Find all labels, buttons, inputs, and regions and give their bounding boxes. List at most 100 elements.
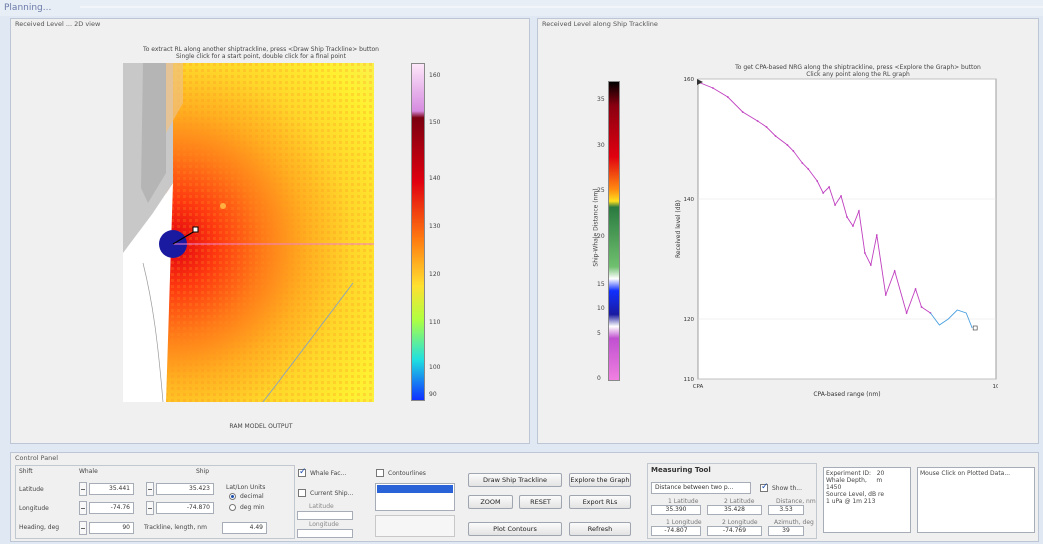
whale-lat-field[interactable]: 35.441 xyxy=(89,483,134,495)
left-instruction-2: Single click for a start point, double c… xyxy=(176,53,346,60)
series-point xyxy=(863,252,866,254)
longitude-small-label: Longitude xyxy=(309,521,339,528)
y-axis-label: Received level (dB) xyxy=(675,200,682,258)
model-output-label: RAM MODEL OUTPUT xyxy=(229,423,293,430)
zoom-button[interactable]: ZOOM xyxy=(468,495,513,509)
meas-lon2-field[interactable]: -74.769 xyxy=(707,526,762,536)
series-point xyxy=(875,234,878,236)
series-point xyxy=(834,204,836,206)
received-level-map[interactable] xyxy=(123,63,374,402)
left-instruction-1: To extract RL along another shiptracklin… xyxy=(143,46,379,53)
whale-fac-checkbox[interactable] xyxy=(298,467,307,477)
control-panel: Control Panel Shift Whale Ship Latitude … xyxy=(10,452,1039,542)
series-point xyxy=(884,294,887,296)
plot-contours-button[interactable]: Plot Contours xyxy=(468,522,562,536)
contour-list-item[interactable] xyxy=(377,485,453,493)
whale-lat-spinner[interactable] xyxy=(79,482,87,496)
degmin-label: deg min xyxy=(240,504,265,511)
y-tick-label: 160 xyxy=(684,77,695,83)
series-line-0 xyxy=(697,81,931,315)
ship-lat-spinner[interactable] xyxy=(146,482,154,496)
heading-label: Heading, deg xyxy=(19,524,60,531)
trackline-length-label: Trackline, length, nm xyxy=(144,524,207,531)
series-point xyxy=(712,87,714,89)
heading-spinner[interactable] xyxy=(79,521,87,535)
x-axis-label: CPA-based range (nm) xyxy=(813,391,880,398)
left-colorbar-tick-160: 160 xyxy=(429,72,441,79)
contour-list-item[interactable] xyxy=(376,494,454,501)
series-point xyxy=(914,288,917,290)
ship-lon-spinner[interactable] xyxy=(146,501,154,515)
whale-header: Whale xyxy=(79,468,98,475)
current-ship-checkbox[interactable] xyxy=(298,489,306,497)
decimal-radio[interactable] xyxy=(229,493,236,500)
show-checkbox[interactable] xyxy=(760,482,769,492)
left-panel-title: Received Level ... 2D view xyxy=(15,20,101,28)
series-point xyxy=(822,192,825,194)
contourlines-checkbox[interactable] xyxy=(376,469,384,477)
contour-list[interactable] xyxy=(375,483,455,511)
latitude-label: Latitude xyxy=(19,486,44,493)
current-ship-lat-field[interactable] xyxy=(297,511,353,520)
meas-header-lon1: 1 Longitude xyxy=(666,519,702,526)
left-colorbar xyxy=(411,63,425,401)
measuring-tool-title: Measuring Tool xyxy=(651,466,711,474)
series-point xyxy=(920,306,923,308)
right-panel-title: Received Level along Ship Trackline xyxy=(542,20,658,28)
experiment-info-box: Experiment ID: 20 Whale Depth, m 1450 So… xyxy=(823,467,911,533)
heading-field[interactable]: 90 xyxy=(89,522,134,534)
series-point xyxy=(807,168,810,170)
measure-mode-dropdown[interactable]: Distance between two p... xyxy=(651,482,751,494)
received-level-trackline-panel: Received Level along Ship Trackline To g… xyxy=(537,18,1039,444)
meas-header-lat2: 2 Latitude xyxy=(724,498,755,505)
shift-header: Shift xyxy=(19,468,33,475)
reset-button[interactable]: RESET xyxy=(519,495,562,509)
distance-tick-5: 5 xyxy=(597,330,601,337)
right-instruction-1: To get CPA-based NRG along the shiptrack… xyxy=(735,64,981,71)
export-rls-button[interactable]: Export RLs xyxy=(569,495,631,509)
series-point xyxy=(905,312,908,314)
position-group: Shift Whale Ship Latitude 35.441 35.423 … xyxy=(15,465,295,539)
series-point xyxy=(816,180,819,182)
series-point xyxy=(840,195,842,197)
ship-header: Ship xyxy=(196,468,210,475)
left-colorbar-tick-100: 100 xyxy=(429,364,441,371)
series-point xyxy=(774,135,777,137)
distance-tick-25: 25 xyxy=(597,187,605,194)
meas-azimuth-field[interactable]: 39 xyxy=(768,526,804,536)
title-divider xyxy=(80,6,1043,8)
ship-lat-field[interactable]: 35.423 xyxy=(156,483,214,495)
degmin-radio[interactable] xyxy=(229,504,236,511)
series-point xyxy=(765,126,768,128)
decimal-label: decimal xyxy=(240,493,264,500)
contour-list-item[interactable] xyxy=(376,501,454,508)
left-colorbar-tick-110: 110 xyxy=(429,319,441,326)
y-tick-label: 110 xyxy=(684,377,695,383)
series-point xyxy=(893,270,896,272)
refresh-button[interactable]: Refresh xyxy=(569,522,631,536)
meas-lat1-field[interactable]: 35.390 xyxy=(651,505,701,515)
right-instruction-2: Click any point along the RL graph xyxy=(806,71,910,78)
distance-colorbar xyxy=(608,81,620,381)
series-point xyxy=(786,144,789,146)
trackline-length-field[interactable]: 4.49 xyxy=(222,522,267,534)
window-title: Planning... xyxy=(4,3,52,13)
series-point xyxy=(756,120,759,122)
meas-lat2-field[interactable]: 35.428 xyxy=(707,505,762,515)
control-panel-title: Control Panel xyxy=(15,454,59,462)
whale-lon-field[interactable]: -74.76 xyxy=(89,502,134,514)
meas-distance-field[interactable]: 3.53 xyxy=(768,505,804,515)
current-ship-lon-field[interactable] xyxy=(297,529,353,538)
received-level-2d-panel: Received Level ... 2D view To extract RL… xyxy=(10,18,530,444)
series-point xyxy=(858,210,860,212)
ship-lon-field[interactable]: -74.870 xyxy=(156,502,214,514)
draw-ship-trackline-button[interactable]: Draw Ship Trackline xyxy=(468,473,562,487)
meas-header-lat1: 1 Latitude xyxy=(668,498,699,505)
series-point xyxy=(828,186,831,188)
explore-graph-button[interactable]: Explore the Graph xyxy=(569,473,631,487)
meas-lon1-field[interactable]: -74.807 xyxy=(651,526,701,536)
whale-lon-spinner[interactable] xyxy=(79,501,87,515)
show-label: Show th... xyxy=(772,485,802,492)
left-colorbar-tick-140: 140 xyxy=(429,175,441,182)
